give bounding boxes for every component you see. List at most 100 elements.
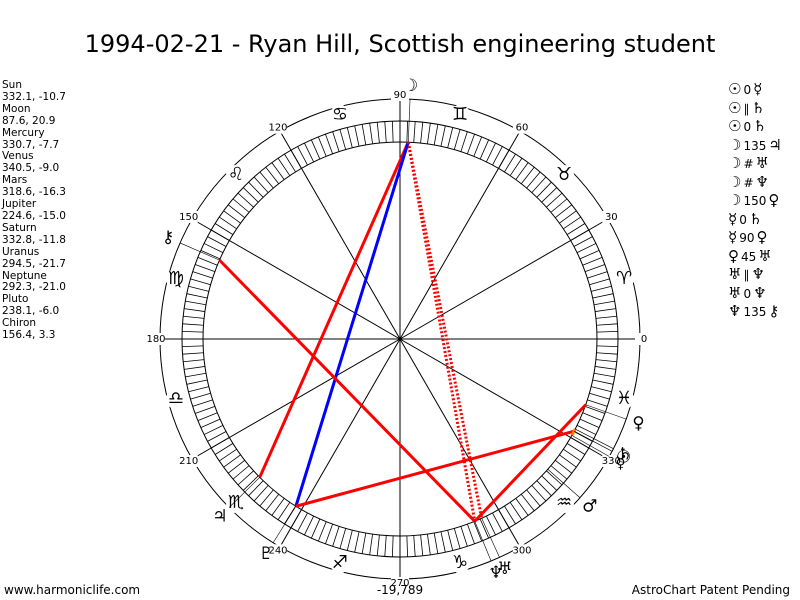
degree-tick [420, 122, 424, 144]
aspect-planet-1: ☿ [728, 228, 738, 246]
aspect-line [294, 141, 410, 507]
degree-tick [325, 523, 333, 544]
planet-position-uranus: 294.5, -21.7 [2, 257, 66, 270]
chart-title: 1994-02-21 - Ryan Hill, Scottish enginee… [84, 30, 716, 58]
degree-tick [467, 523, 475, 544]
degree-tick [284, 153, 296, 173]
degree-tick [185, 300, 207, 306]
aspect-row: ♅ ∥ ♆ [728, 265, 782, 284]
aspect-planet-2: ☿ [753, 80, 763, 98]
degree-tick [413, 121, 416, 143]
degree-tick [492, 146, 503, 166]
aspect-line [406, 141, 477, 522]
planet-position-mercury: 330.7, -7.7 [2, 138, 60, 151]
gemini-icon: ♊ [452, 104, 468, 125]
sign-spoke [279, 130, 401, 340]
aspect-planet-2: ♄ [748, 209, 763, 228]
sign-bg [329, 553, 350, 574]
degree-tick [592, 379, 614, 385]
degree-tick [584, 264, 605, 272]
taurus-icon: ♉ [556, 164, 572, 185]
degree-tick [413, 535, 416, 557]
degree-tick [271, 498, 285, 516]
degree-tick [420, 534, 424, 556]
degree-tick [453, 129, 461, 150]
aspect-type: 150 [743, 194, 767, 208]
planet-name-mercury: Mercury [2, 126, 45, 139]
degree-tick [203, 424, 224, 435]
degree-tick [526, 489, 541, 507]
degree-label-bg [269, 121, 287, 134]
aspect-row: ☽ 150 ♀ [728, 191, 782, 210]
degree-tick [232, 465, 250, 480]
aspect-planet-1: ☉ [728, 98, 742, 117]
degree-tick [310, 139, 321, 160]
degree-tick [546, 470, 563, 486]
degree-label-bg [391, 577, 409, 589]
sign-spoke [191, 218, 401, 340]
uranus-icon: ♅ [497, 559, 512, 579]
saturn-icon: ♄ [617, 445, 632, 465]
sign-bg [554, 164, 575, 185]
footer-website[interactable]: www.harmoniclife.com [4, 583, 141, 597]
degree-tick [192, 399, 213, 407]
aspect-planet-2: ♄ [751, 98, 765, 117]
degree-tick [197, 256, 218, 266]
degree-tick [190, 392, 211, 400]
degree-tick [188, 285, 209, 292]
degree-tick [515, 162, 529, 180]
degree-tick [200, 249, 221, 260]
degree-tick [440, 531, 446, 553]
sign-bg [614, 389, 635, 410]
planet-position-jupiter: 224.6, -15.0 [2, 209, 66, 222]
aspect-planet-1: ♅ [728, 265, 742, 283]
aspect-row: ☉ ∥ ♄ [728, 99, 782, 118]
neptune-icon: ♆ [488, 563, 503, 583]
degree-tick [595, 366, 616, 370]
planet-marker [474, 521, 492, 562]
planet-name-sun: Sun [2, 79, 22, 91]
planet-position-list: Sun 332.1, -10.7 Moon 87.6, 20.9 Mercury 330.… [2, 79, 66, 342]
degree-tick [473, 521, 483, 542]
planet-marker [547, 469, 581, 498]
degree-tick [593, 372, 615, 378]
aspect-type: 0 [743, 120, 752, 134]
aspect-planet-1: ☽ [728, 172, 742, 191]
degree-tick [192, 271, 213, 279]
degree-tick [277, 502, 291, 520]
degree-tick [573, 431, 593, 442]
degree-tick [504, 153, 516, 173]
aspect-planet-1: ♀ [728, 246, 739, 265]
degree-tick [536, 181, 552, 198]
planet-marker [272, 506, 297, 543]
degree-tick [197, 412, 218, 422]
planet-name-saturn: Saturn [2, 221, 37, 234]
degree-label: 300 [512, 545, 531, 556]
planet-position-sun: 332.1, -10.7 [2, 90, 66, 103]
scorpio-icon: ♏ [228, 492, 244, 513]
aspect-row: ☿ 0 ♄ [728, 210, 782, 229]
aspect-type: 90 [739, 231, 755, 245]
aspect-planet-2: ♆ [753, 283, 767, 302]
aspect-planet-1: ☉ [728, 117, 742, 135]
degree-tick [277, 158, 291, 176]
sign-bg [165, 389, 186, 410]
degree-tick [509, 502, 523, 520]
degree-label-bg [147, 333, 165, 345]
leo-icon: ♌ [228, 164, 244, 185]
planet-name-neptune: Neptune [2, 269, 47, 282]
sign-spoke [399, 338, 609, 460]
degree-tick [237, 470, 254, 486]
degree-tick [541, 187, 558, 203]
degree-tick [325, 134, 333, 155]
aspect-type: 135 [743, 305, 767, 319]
venus-icon: ♀ [632, 413, 644, 433]
degree-tick [596, 352, 618, 355]
sun-icon: ☉ [616, 447, 631, 467]
sign-bg [554, 493, 575, 514]
degree-tick [369, 534, 373, 555]
aspect-row: ☉ 0 ♄ [728, 117, 782, 136]
degree-tick [317, 521, 327, 542]
degree-tick [460, 526, 468, 547]
degree-label: 180 [146, 334, 165, 345]
